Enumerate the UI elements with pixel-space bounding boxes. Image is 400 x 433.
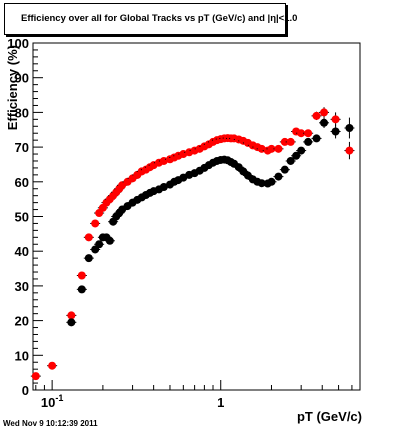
data-point xyxy=(48,361,57,370)
data-point xyxy=(91,219,100,228)
data-point xyxy=(274,172,283,181)
y-tick-label: 30 xyxy=(15,279,29,294)
data-point xyxy=(286,156,295,165)
data-point xyxy=(320,108,329,117)
x-tick-label: 1 xyxy=(217,395,224,410)
plot-frame xyxy=(32,42,361,391)
series-layer xyxy=(30,107,355,381)
data-point xyxy=(292,151,301,160)
data-point xyxy=(345,124,354,133)
y-tick-label: 90 xyxy=(15,71,29,86)
y-tick-label: 40 xyxy=(15,244,29,259)
series-1 xyxy=(66,117,355,327)
y-tick-label: 100 xyxy=(7,36,29,51)
data-point xyxy=(297,129,306,138)
y-axis: 0 10 20 30 40 50 60 70 80 90 100 xyxy=(7,36,43,398)
data-point xyxy=(77,271,86,280)
y-tick-label: 70 xyxy=(15,140,29,155)
series-0 xyxy=(30,107,355,381)
data-point xyxy=(320,118,329,127)
x-axis-label: pT (GeV/c) xyxy=(297,409,362,424)
data-point xyxy=(105,236,114,245)
data-point xyxy=(31,372,40,381)
data-point xyxy=(280,165,289,174)
data-point xyxy=(297,146,306,155)
data-point xyxy=(312,111,321,120)
data-point xyxy=(257,179,266,188)
data-point xyxy=(312,134,321,143)
data-point xyxy=(267,144,276,153)
x-axis: 10-1 1 xyxy=(35,380,353,410)
y-tick-label: 10 xyxy=(15,348,29,363)
data-point xyxy=(304,129,313,138)
data-point xyxy=(67,318,76,327)
data-point xyxy=(95,240,104,249)
data-point xyxy=(345,146,354,155)
y-tick-label: 0 xyxy=(22,383,29,398)
data-point xyxy=(84,254,93,263)
chart-title-box: Efficiency over all for Global Tracks vs… xyxy=(4,3,297,35)
y-tick-label: 80 xyxy=(15,105,29,120)
data-point xyxy=(67,311,76,320)
data-point xyxy=(280,137,289,146)
data-point xyxy=(84,233,93,242)
x-tick-label: 10-1 xyxy=(41,393,63,410)
y-tick-label: 50 xyxy=(15,210,29,225)
chart-title: Efficiency over all for Global Tracks vs… xyxy=(21,13,298,24)
data-point xyxy=(274,144,283,153)
timestamp-footer: Wed Nov 9 10:12:39 2011 xyxy=(3,419,98,428)
data-point xyxy=(267,177,276,186)
y-tick-label: 20 xyxy=(15,314,29,329)
y-axis-label: Efficiency (%) xyxy=(5,45,20,130)
data-point xyxy=(304,137,313,146)
data-point xyxy=(286,137,295,146)
data-point xyxy=(331,115,340,124)
y-tick-label: 60 xyxy=(15,175,29,190)
data-point xyxy=(77,285,86,294)
data-point xyxy=(331,127,340,136)
